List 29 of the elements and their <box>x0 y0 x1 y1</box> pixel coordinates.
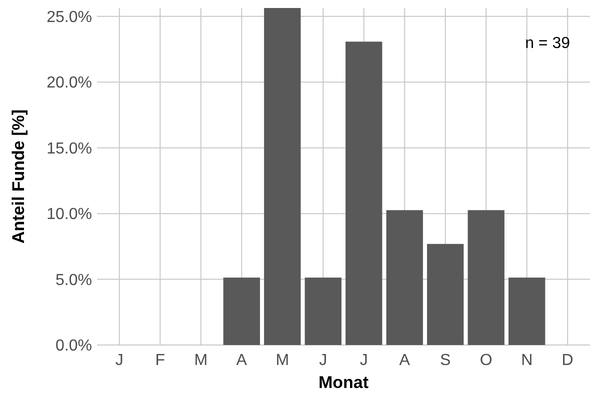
x-tick-label: D <box>562 352 574 369</box>
x-axis-title: Monat <box>318 373 369 392</box>
x-tick-label: J <box>115 352 124 369</box>
y-tick-label: 20.0% <box>46 74 92 92</box>
x-tick-label: M <box>276 352 290 369</box>
x-tick-label: A <box>236 352 248 369</box>
bar <box>304 278 342 345</box>
bar <box>264 8 301 345</box>
y-tick-label: 10.0% <box>46 206 92 224</box>
annotation: n = 39 <box>525 35 570 52</box>
bar <box>386 210 423 345</box>
y-axis-title: Anteil Funde [%] <box>9 109 28 244</box>
bar <box>508 278 546 345</box>
x-tick-label: O <box>480 352 492 369</box>
y-tick-label: 25.0% <box>46 9 92 26</box>
x-tick-label: A <box>399 352 410 369</box>
bar <box>427 244 464 345</box>
x-tick-label: F <box>155 352 166 369</box>
x-tick-label: J <box>360 352 368 369</box>
x-tick-label: N <box>521 352 533 369</box>
x-tick-label: J <box>319 352 328 369</box>
y-tick-label: 0.0% <box>56 338 92 355</box>
bar <box>346 42 382 345</box>
bar <box>223 278 260 345</box>
x-tick-label: M <box>194 352 208 369</box>
x-tick-label: S <box>440 352 451 369</box>
y-tick-label: 15.0% <box>46 140 92 158</box>
y-tick-label: 5.0% <box>56 272 92 289</box>
bar <box>468 210 504 345</box>
